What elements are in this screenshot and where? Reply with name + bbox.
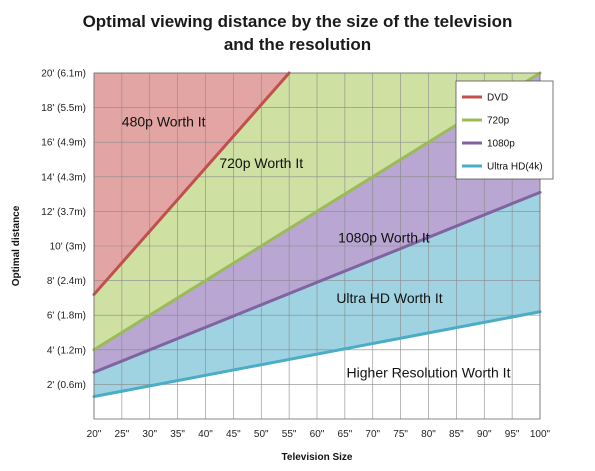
- zone-labels: 480p Worth It 720p Worth It 1080p Worth It…: [122, 113, 511, 380]
- y-tick-label: 20' (6.1m): [41, 69, 86, 80]
- y-tick-label: 6' (1.8m): [47, 311, 86, 322]
- y-axis-title: Optimal distance: [11, 205, 22, 286]
- x-axis-title: Television Size: [282, 452, 353, 463]
- x-tick-label: 30": [142, 429, 157, 440]
- chart-title: Optimal viewing distance by the size of …: [0, 10, 595, 56]
- series-line-dvd: [92, 71, 291, 296]
- x-tick-label: 95": [505, 429, 520, 440]
- y-tick-label: 16' (4.9m): [41, 138, 86, 149]
- x-tick-label: 75": [393, 429, 408, 440]
- x-tick-label: 90": [477, 429, 492, 440]
- plot-frame: [93, 72, 541, 420]
- legend-label: Ultra HD(4k): [487, 162, 543, 173]
- y-tick-label: 4' (1.2m): [47, 345, 86, 356]
- series-line-1080p: [92, 190, 542, 374]
- zone-label: 720p Worth It: [219, 155, 303, 171]
- x-axis-ticks: 20" 25" 30" 35" 40" 45" 50" 55" 60" 65" 70" 75" 80" 8…: [87, 429, 551, 440]
- y-tick-label: 12' (3.7m): [41, 207, 86, 218]
- x-tick-label: 80": [421, 429, 436, 440]
- x-tick-label: 100": [530, 429, 551, 440]
- x-tick-label: 70": [365, 429, 380, 440]
- x-tick-label: 35": [170, 429, 185, 440]
- x-tick-label: 85": [449, 429, 464, 440]
- x-tick-label: 50": [254, 429, 269, 440]
- zone-label: 1080p Worth It: [338, 229, 430, 245]
- y-tick-label: 14' (4.3m): [41, 172, 86, 183]
- legend: DVD 720p 1080p Ultra HD(4k): [455, 80, 554, 180]
- x-tick-label: 45": [226, 429, 241, 440]
- x-tick-label: 25": [115, 429, 130, 440]
- y-tick-label: 18' (5.5m): [41, 103, 86, 114]
- x-tick-label: 60": [310, 429, 325, 440]
- x-tick-label: 40": [198, 429, 213, 440]
- series-line-ultra-hd-4k-: [92, 310, 542, 399]
- y-tick-label: 2' (0.6m): [47, 380, 86, 391]
- y-axis-ticks: 2' (0.6m) 4' (1.2m) 6' (1.8m) 8' (2.4m) 10' …: [41, 69, 86, 391]
- plot-border: [93, 72, 541, 420]
- legend-label: 720p: [487, 116, 510, 127]
- zone-label: Ultra HD Worth It: [336, 290, 442, 306]
- legend-label: 1080p: [487, 139, 515, 150]
- x-tick-label: 20": [87, 429, 102, 440]
- x-tick-label: 55": [282, 429, 297, 440]
- y-tick-label: 8' (2.4m): [47, 276, 86, 287]
- zone-label: Higher Resolution Worth It: [347, 364, 511, 380]
- legend-label: DVD: [487, 93, 508, 104]
- x-tick-label: 65": [338, 429, 353, 440]
- chart-title-line-1: Optimal viewing distance by the size of …: [82, 12, 513, 31]
- y-tick-label: 10' (3m): [50, 242, 86, 253]
- chart-title-line-2: and the resolution: [223, 35, 372, 54]
- zone-label: 480p Worth It: [122, 113, 206, 129]
